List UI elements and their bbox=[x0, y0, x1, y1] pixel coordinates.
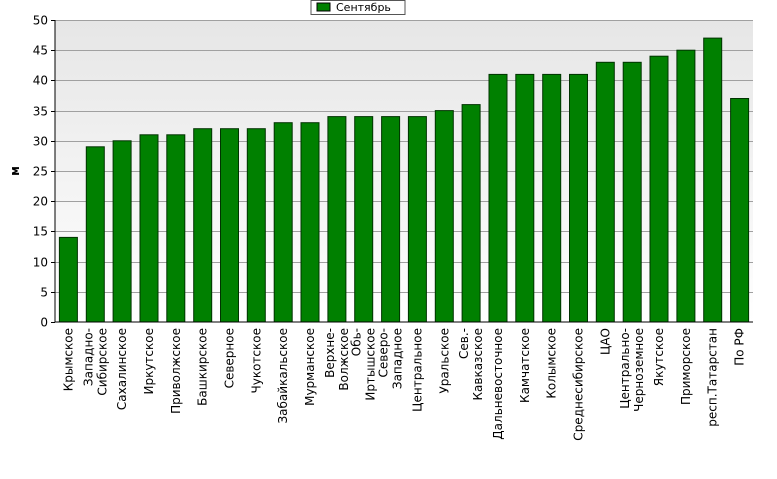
x-tick-label: Дальневосточное bbox=[491, 328, 505, 440]
legend-label: Сентябрь bbox=[336, 1, 391, 14]
bar bbox=[327, 116, 347, 323]
bar bbox=[515, 73, 535, 323]
y-tick-label: 30 bbox=[33, 135, 48, 149]
bar bbox=[381, 116, 401, 323]
x-tick-label: Якутское bbox=[652, 328, 666, 386]
y-tick-label: 15 bbox=[33, 225, 48, 239]
x-tick-label: Мурманское bbox=[303, 328, 317, 406]
y-axis-title: м bbox=[8, 166, 22, 176]
bars bbox=[58, 37, 750, 323]
x-tick-label: респ.Татарстан bbox=[706, 328, 720, 427]
x-tick-label: Западное bbox=[391, 328, 405, 389]
y-tick-label: 45 bbox=[33, 44, 48, 58]
x-tick-label: Кавказское bbox=[471, 328, 485, 401]
x-tick-label: По РФ bbox=[733, 328, 747, 366]
bar bbox=[542, 73, 562, 323]
bar bbox=[85, 146, 105, 323]
bar bbox=[166, 134, 186, 323]
x-tick-label: Обь- bbox=[350, 328, 364, 356]
y-tick-label: 10 bbox=[33, 256, 48, 270]
x-tick-label: Северное bbox=[223, 328, 237, 388]
bar bbox=[193, 128, 213, 323]
x-tick-label: Сибирское bbox=[95, 328, 109, 396]
y-tick-label: 5 bbox=[40, 286, 48, 300]
legend-swatch bbox=[316, 2, 331, 12]
x-tick-label: Забайкальское bbox=[276, 328, 290, 424]
x-tick-label: Центрально- bbox=[618, 328, 632, 409]
y-tick-labels: 0 5 10 15 20 25 30 35 40 45 50 bbox=[33, 14, 55, 330]
x-tick-label: ЦАО bbox=[598, 328, 612, 355]
x-tick-labels: Крымское Западно- Сибирское Сахалинское Ирку… bbox=[61, 328, 746, 441]
bar bbox=[139, 134, 159, 323]
bar bbox=[354, 116, 374, 323]
bar bbox=[676, 49, 696, 323]
x-tick-label: Приволжское bbox=[169, 328, 183, 414]
bar bbox=[300, 122, 320, 323]
x-tick-label: Волжское bbox=[337, 328, 351, 391]
x-tick-label: Башкирское bbox=[196, 328, 210, 406]
y-tick-label: 20 bbox=[33, 195, 48, 209]
bar bbox=[622, 61, 642, 323]
bar bbox=[112, 140, 132, 323]
bar bbox=[730, 98, 750, 323]
bar bbox=[488, 73, 508, 323]
legend: Сентябрь bbox=[310, 0, 406, 15]
y-tick-label: 50 bbox=[33, 14, 48, 28]
bar bbox=[595, 61, 615, 323]
bar bbox=[569, 73, 588, 323]
x-tick-label: Среднесибирское bbox=[572, 328, 586, 441]
bar bbox=[649, 55, 669, 323]
x-tick-label: Западно- bbox=[81, 328, 95, 386]
bar bbox=[407, 116, 427, 323]
legend-box bbox=[310, 0, 406, 15]
bar bbox=[461, 104, 481, 323]
x-tick-label: Сахалинское bbox=[115, 328, 129, 410]
x-tick-label: Иртышское bbox=[364, 328, 378, 401]
bar bbox=[434, 110, 454, 323]
y-tick-label: 25 bbox=[33, 165, 48, 179]
x-tick-label: Верхне- bbox=[323, 328, 337, 378]
x-tick-label: Уральское bbox=[437, 328, 451, 394]
x-tick-label: Камчатское bbox=[518, 328, 532, 403]
bar bbox=[220, 128, 239, 323]
bar bbox=[703, 37, 723, 323]
bar bbox=[273, 122, 293, 323]
x-tick-label: Крымское bbox=[61, 328, 75, 391]
x-tick-label: Иркутское bbox=[142, 328, 156, 395]
x-tick-label: Приморское bbox=[679, 328, 693, 405]
x-tick-label: Центральное bbox=[410, 328, 424, 412]
bar bbox=[246, 128, 266, 323]
x-tick-label: Сев.- bbox=[457, 328, 471, 359]
x-tick-label: Колымское bbox=[545, 328, 559, 399]
x-tick-label: Черноземное bbox=[632, 328, 646, 412]
x-tick-label: Чукотское bbox=[249, 328, 263, 393]
y-tick-label: 0 bbox=[40, 316, 48, 330]
y-tick-label: 35 bbox=[33, 105, 48, 119]
y-tick-label: 40 bbox=[33, 74, 48, 88]
bar bbox=[58, 236, 78, 323]
x-tick-label: Северо- bbox=[377, 328, 391, 378]
